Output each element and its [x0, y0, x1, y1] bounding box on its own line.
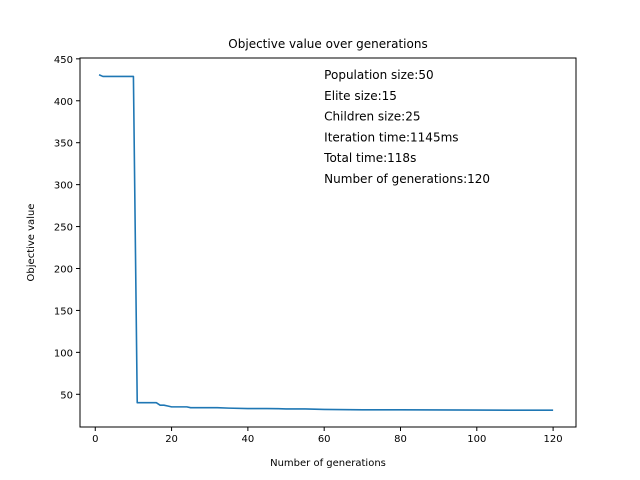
y-tick-label: 250: [54, 223, 73, 234]
y-tick-label: 50: [60, 390, 73, 401]
x-tick-label: 0: [92, 434, 98, 445]
x-tick-label: 100: [467, 434, 486, 445]
y-tick-label: 150: [54, 306, 73, 317]
y-tick-label: 300: [54, 181, 73, 192]
plot-frame: [79, 57, 577, 428]
x-tick-label: 80: [394, 434, 407, 445]
annotation-text: Number of generations:120: [324, 172, 490, 186]
x-tick-label: 60: [318, 434, 331, 445]
y-tick-label: 350: [54, 139, 73, 150]
chart-title: Objective value over generations: [228, 37, 427, 51]
y-tick-label: 200: [54, 264, 73, 275]
annotation-text: Total time:118s: [323, 151, 416, 165]
y-tick-label: 400: [54, 97, 73, 108]
y-axis-label: Objective value: [26, 204, 37, 282]
annotation-text: Iteration time:1145ms: [324, 130, 458, 144]
x-axis-label: Number of generations: [270, 458, 386, 469]
y-tick-label: 450: [54, 55, 73, 66]
x-tick-label: 120: [544, 434, 563, 445]
x-tick-label: 40: [242, 434, 255, 445]
annotation-text: Elite size:15: [324, 89, 397, 103]
x-tick-label: 20: [165, 434, 178, 445]
series-line-0: [98, 74, 554, 412]
annotation-text: Children size:25: [324, 110, 420, 124]
annotation-text: Population size:50: [324, 68, 433, 82]
y-tick-label: 100: [54, 348, 73, 359]
